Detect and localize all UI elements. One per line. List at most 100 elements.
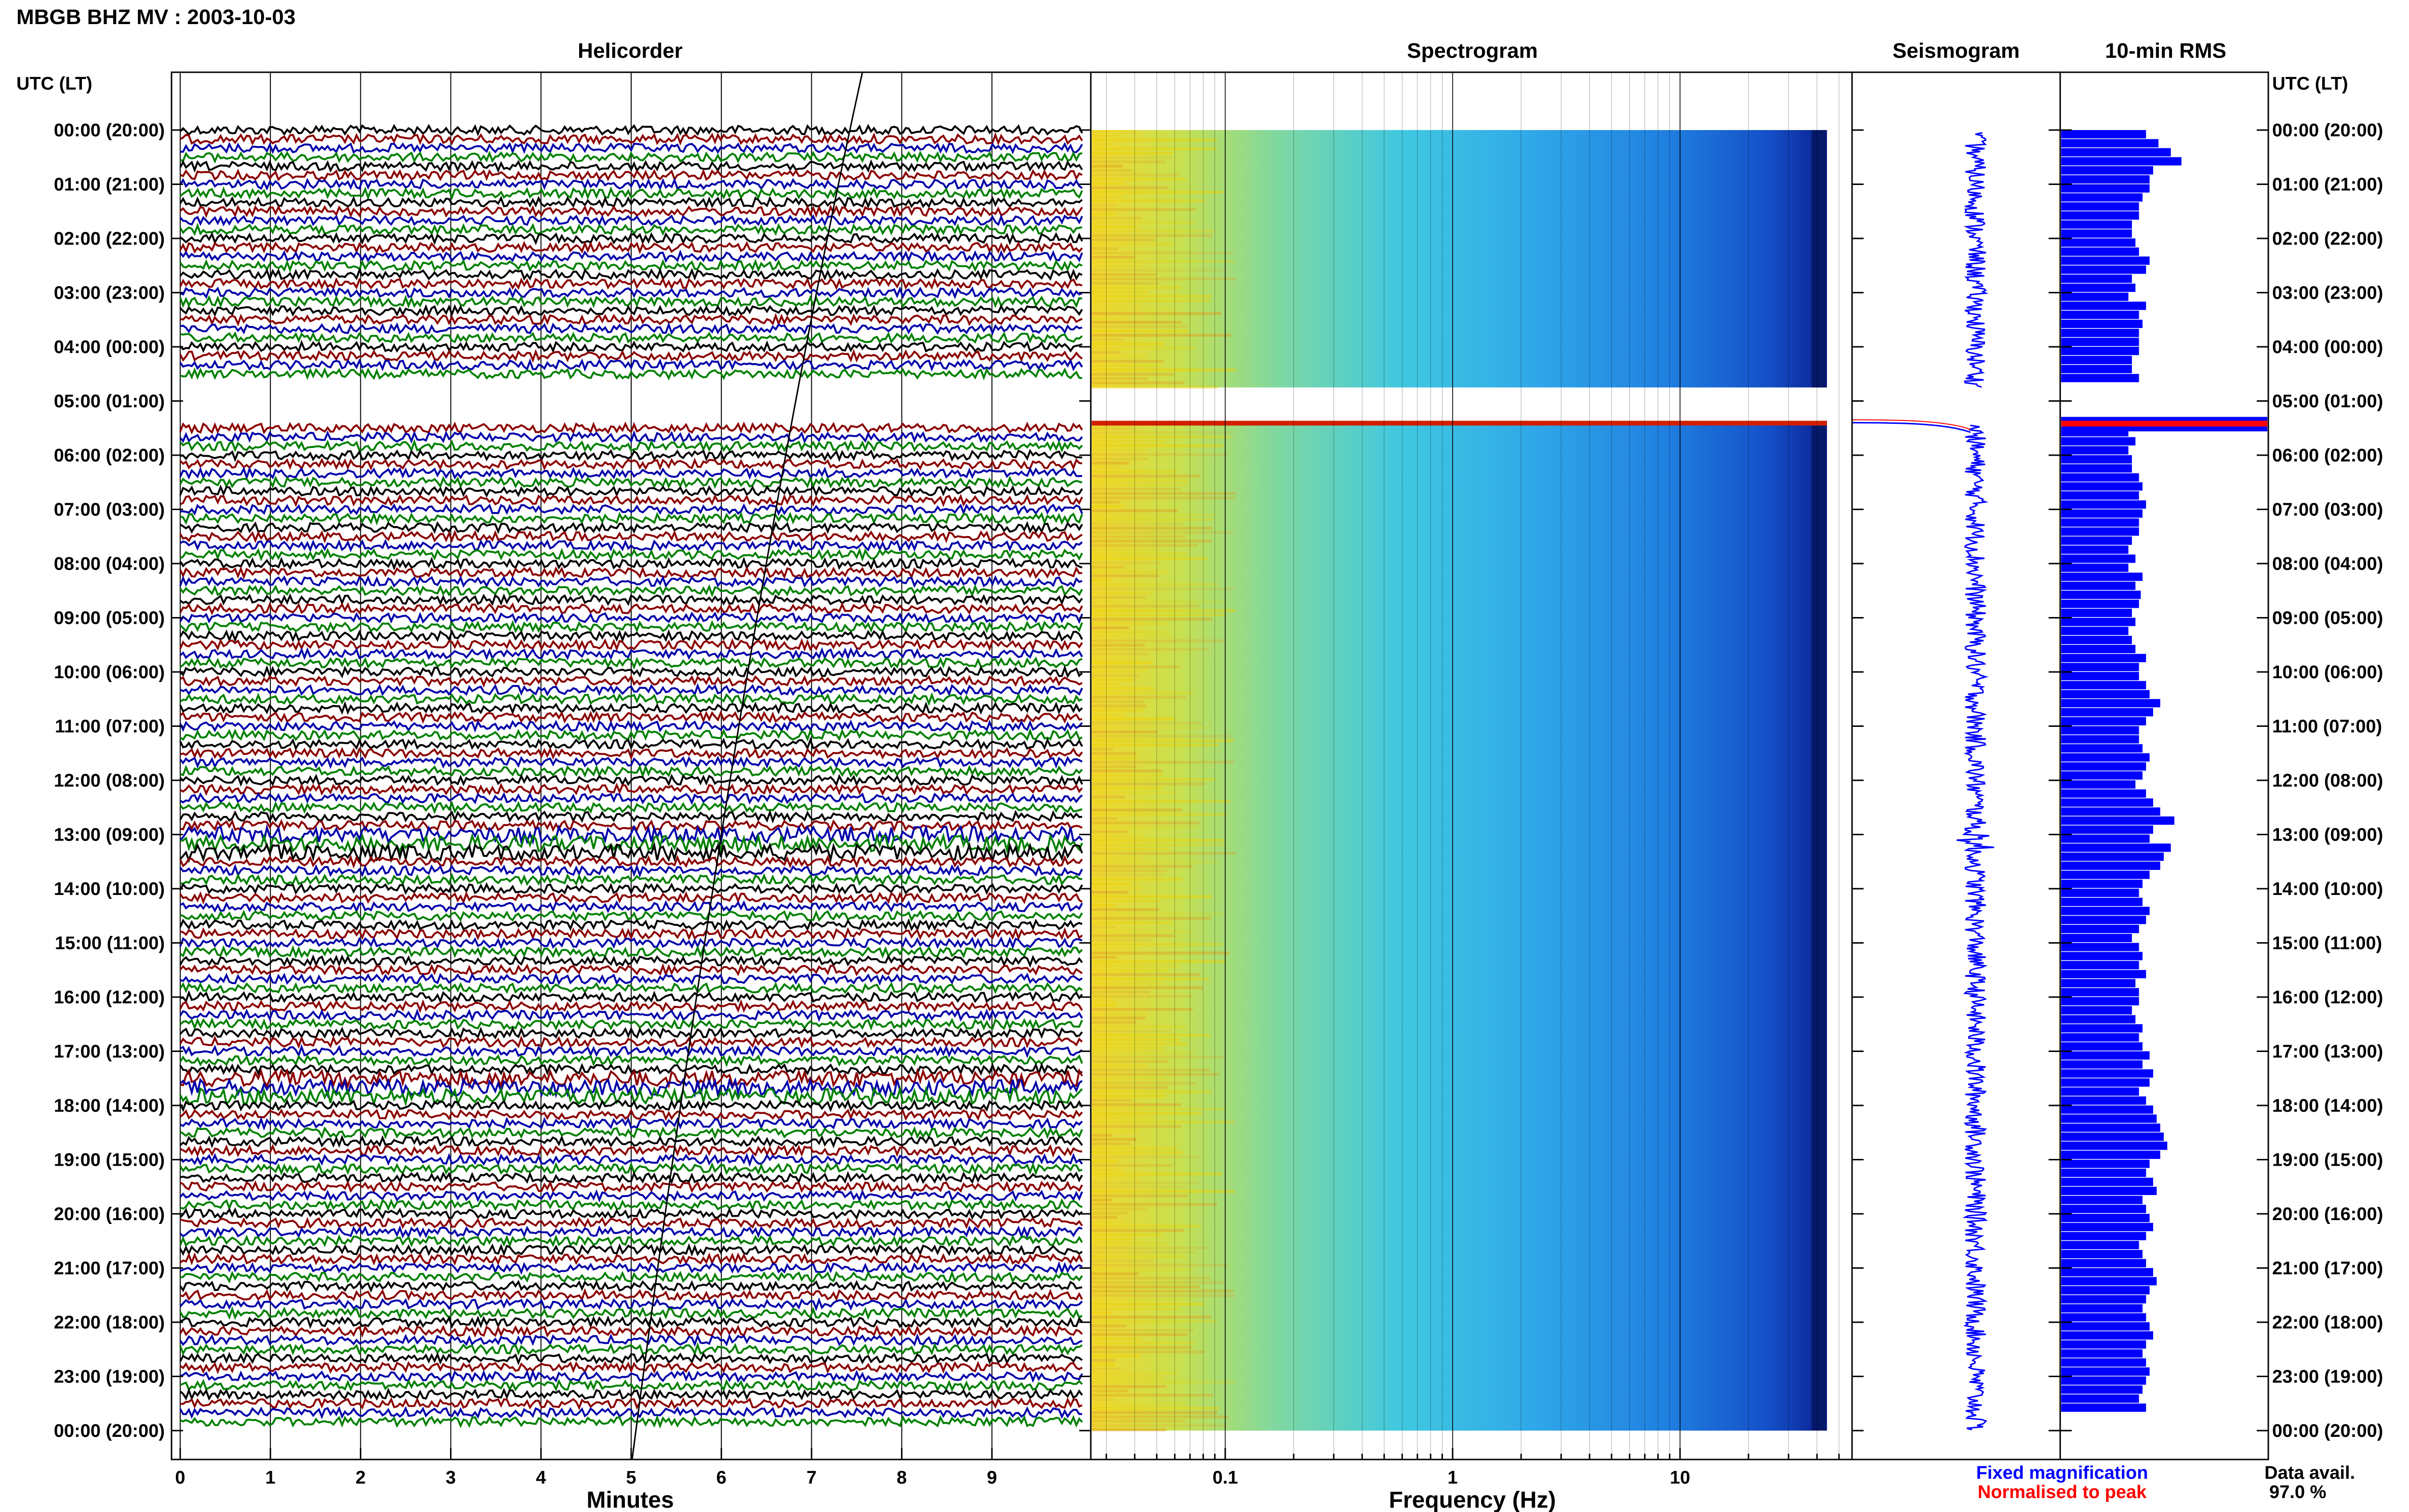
spectrogram-row — [1092, 1420, 1186, 1423]
rms-bar — [2061, 355, 2132, 364]
spectrogram-row — [1092, 470, 1177, 473]
spectrogram-row — [1092, 1224, 1201, 1228]
time-label-right: 01:00 (21:00) — [2272, 175, 2383, 195]
helicorder-panel — [179, 72, 1083, 1460]
spectrogram-row — [1092, 1359, 1115, 1362]
rms-bar — [2061, 564, 2129, 572]
spectrogram-row — [1092, 496, 1235, 500]
helicorder-trace — [179, 1108, 1083, 1121]
helicorder-trace — [179, 755, 1083, 769]
spectrogram-row — [1092, 1315, 1211, 1319]
rms-bar — [2061, 708, 2153, 717]
spectrogram-row — [1092, 882, 1131, 885]
spectrogram-row — [1092, 1398, 1115, 1401]
spectrogram-row — [1092, 461, 1129, 465]
spectrogram-row — [1092, 448, 1149, 452]
helicorder-trace — [179, 575, 1083, 588]
rms-bar — [2061, 1286, 2150, 1295]
spectrogram-row — [1092, 1402, 1187, 1406]
helicorder-trace — [179, 124, 1083, 137]
spectrogram-row — [1092, 1220, 1127, 1223]
time-label-right: 17:00 (13:00) — [2272, 1042, 2383, 1062]
rms-bar — [2061, 329, 2139, 337]
rms-bar — [2061, 1322, 2150, 1331]
time-label-left: 22:00 (18:00) — [54, 1313, 165, 1333]
helicorder-trace — [179, 259, 1083, 273]
helicorder-trace — [179, 1189, 1083, 1203]
spectrogram-row — [1092, 1051, 1195, 1054]
spectrogram-row — [1092, 243, 1174, 246]
spectrogram-row — [1092, 869, 1167, 872]
minute-tick-label: 5 — [626, 1468, 636, 1488]
rms-bar — [2061, 1376, 2146, 1385]
time-label-right: 14:00 (10:00) — [2272, 879, 2383, 899]
helicorder-trace — [179, 1207, 1083, 1220]
time-label-left: 19:00 (15:00) — [54, 1150, 165, 1170]
spectrogram-row — [1092, 947, 1138, 950]
time-label-left: 05:00 (01:00) — [54, 392, 165, 412]
helicorder-trace — [179, 1225, 1083, 1239]
spectrogram-row — [1092, 1337, 1141, 1341]
spectrogram-row — [1092, 204, 1117, 207]
spectrogram-row — [1092, 839, 1225, 842]
spectrogram-row — [1092, 1116, 1155, 1119]
rms-bar — [2061, 1367, 2150, 1376]
spectrogram-row — [1092, 195, 1123, 198]
spectrogram-row — [1092, 873, 1165, 877]
spectrogram-row — [1092, 1328, 1194, 1332]
spectrogram-row — [1092, 600, 1227, 604]
rms-bar — [2061, 166, 2153, 175]
spectrogram-row — [1092, 761, 1234, 764]
spectrogram-row — [1092, 1090, 1211, 1093]
time-label-right: 18:00 (14:00) — [2272, 1096, 2383, 1116]
spectrogram-row — [1092, 1233, 1163, 1236]
time-label-right: 15:00 (11:00) — [2272, 933, 2382, 954]
spectrogram-row — [1092, 605, 1200, 608]
helicorder-trace — [179, 720, 1083, 733]
spectrogram-row — [1092, 782, 1205, 786]
spectrogram-row — [1092, 316, 1127, 319]
spectrogram-row — [1092, 587, 1235, 591]
spectrogram-row — [1092, 722, 1202, 725]
spectrogram-row — [1092, 1242, 1167, 1245]
rms-bar — [2061, 789, 2146, 798]
spectrogram-row — [1092, 531, 1234, 534]
spectrogram-row — [1092, 752, 1137, 755]
spectrogram-row — [1092, 1415, 1229, 1419]
time-label-right: 19:00 (15:00) — [2272, 1150, 2383, 1170]
helicorder-trace — [180, 150, 1083, 164]
rms-bar — [2061, 229, 2132, 238]
time-label-right: 11:00 (07:00) — [2272, 717, 2382, 737]
rms-bar — [2061, 1186, 2157, 1195]
spectrogram-row — [1092, 500, 1120, 504]
spectrogram-row — [1092, 1008, 1193, 1011]
rms-bar — [2061, 1295, 2146, 1303]
time-label-right: 22:00 (18:00) — [2272, 1313, 2383, 1333]
spectrogram-row — [1092, 225, 1137, 228]
spectrogram-row — [1092, 156, 1173, 159]
figure-title: MBGB BHZ MV : 2003-10-03 — [16, 5, 295, 29]
time-label-left: 16:00 (12:00) — [54, 987, 165, 1008]
spectrogram-row — [1092, 800, 1231, 803]
rms-bar — [2061, 338, 2139, 346]
spectrogram-row — [1092, 1320, 1218, 1323]
spectrogram-row — [1092, 182, 1124, 185]
rms-bar — [2061, 1340, 2146, 1349]
utc-header-right: UTC (LT) — [2272, 74, 2348, 94]
rms-bar — [2061, 961, 2139, 970]
time-label-right: 00:00 (20:00) — [2272, 120, 2383, 141]
rms-bar — [2061, 889, 2139, 897]
spectrogram-row — [1092, 1341, 1195, 1345]
minute-tick-label: 1 — [265, 1468, 276, 1488]
seismogram-panel — [1852, 132, 1994, 1431]
spectrogram-row — [1092, 377, 1148, 380]
helicorder-trace — [179, 1234, 1083, 1248]
spectrogram-row — [1092, 208, 1196, 211]
data-avail-label: Data avail. — [2264, 1463, 2355, 1483]
spectrogram-block-1 — [1092, 130, 1827, 388]
helicorder-trace — [179, 295, 1083, 309]
spectrogram-row — [1092, 795, 1125, 799]
seismogram-frame — [1851, 71, 2061, 1460]
time-label-left: 12:00 (08:00) — [54, 771, 165, 791]
time-label-left: 13:00 (09:00) — [54, 825, 165, 845]
